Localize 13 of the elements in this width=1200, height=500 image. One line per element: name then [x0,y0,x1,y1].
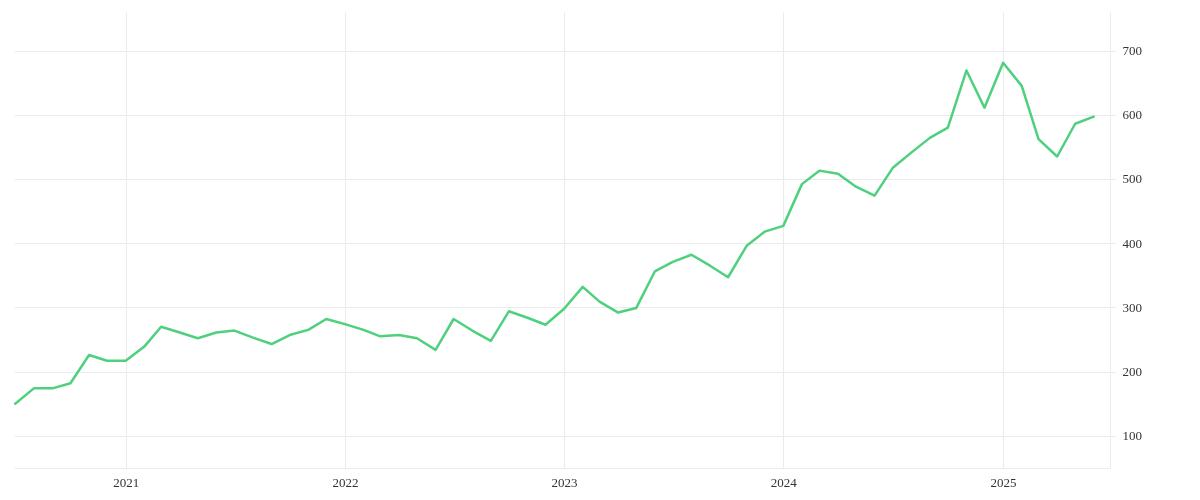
x-tick-label: 2024 [770,474,798,490]
y-tick-label: 200 [1122,364,1142,380]
y-tick-label: 400 [1122,235,1142,251]
line-series [13,61,1096,406]
x-tick-label: 2025 [990,474,1017,490]
x-tick-label: 2022 [332,474,359,490]
x-tick-label: 2021 [113,474,140,490]
y-tick-label: 600 [1122,107,1142,123]
y-tick-label: 700 [1122,43,1142,59]
y-tick-label: 300 [1122,299,1142,315]
y-tick-label: 100 [1122,428,1142,444]
x-tick-label: 2023 [551,474,578,490]
y-tick-label: 500 [1122,171,1142,187]
